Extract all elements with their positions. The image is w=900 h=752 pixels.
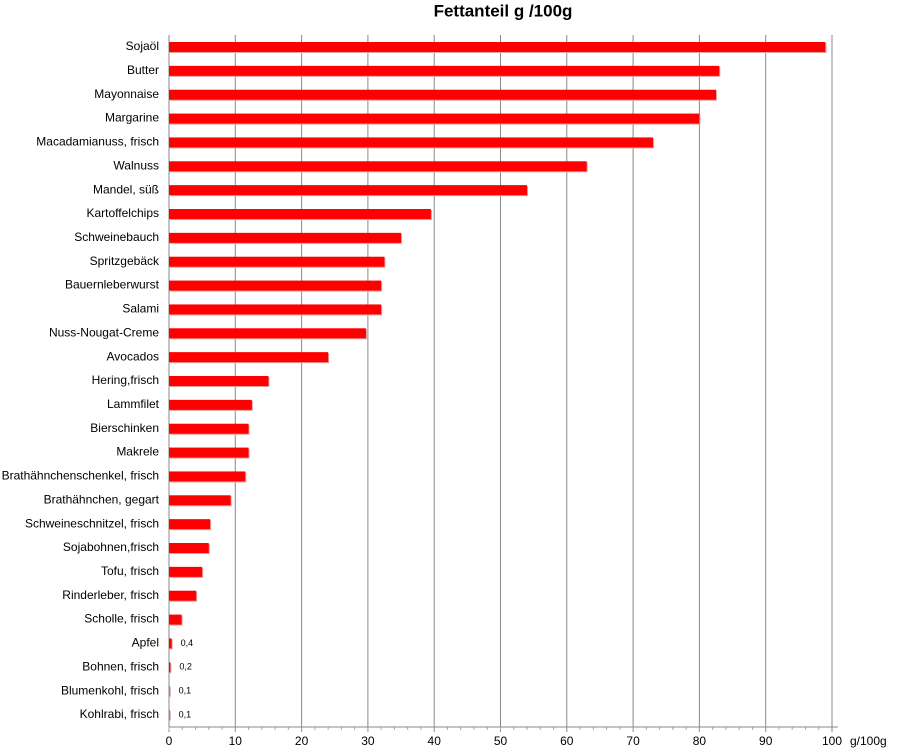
value-label: 0,2 — [179, 662, 192, 672]
y-tick-label: Brathähnchen, gegart — [44, 492, 160, 506]
x-tick-label: 90 — [759, 734, 773, 748]
bar — [169, 209, 431, 219]
bar — [169, 495, 231, 506]
y-tick-label: Spritzgebäck — [90, 254, 160, 268]
y-tick-label: Avocados — [107, 349, 159, 363]
bar — [169, 399, 252, 410]
y-tick-label: Sojaöl — [126, 39, 159, 53]
bar — [169, 256, 385, 267]
y-tick-label: Mandel, süß — [93, 182, 159, 196]
y-tick-label: Makrele — [116, 445, 159, 459]
bar — [169, 65, 720, 76]
bar — [169, 376, 269, 386]
bar — [169, 543, 209, 553]
y-tick-label: Butter — [127, 63, 159, 77]
y-tick-label: Sojabohnen,frisch — [63, 540, 159, 554]
x-axis-label: g/100g — [850, 734, 887, 748]
bar — [169, 638, 172, 649]
y-tick-label: Mayonnaise — [94, 87, 159, 101]
y-tick-label: Margarine — [105, 111, 159, 125]
bar — [169, 113, 700, 124]
x-tick-label: 70 — [626, 734, 640, 748]
x-tick-label: 100 — [822, 734, 842, 748]
bar — [169, 232, 402, 243]
x-tick-label: 80 — [693, 734, 707, 748]
chart-title: Fettanteil g /100g — [434, 1, 573, 20]
x-tick-label: 0 — [166, 734, 173, 748]
bar — [169, 423, 249, 434]
y-tick-label: Scholle, frisch — [84, 612, 159, 626]
bar — [169, 614, 182, 625]
x-tick-label: 20 — [295, 734, 309, 748]
y-tick-label: Kartoffelchips — [87, 206, 160, 220]
bar — [169, 352, 329, 363]
x-tick-label: 60 — [560, 734, 574, 748]
y-tick-label: Salami — [122, 302, 159, 316]
bar — [169, 662, 171, 673]
y-tick-label: Macadamianuss, frisch — [36, 135, 159, 149]
value-label: 0,1 — [179, 709, 192, 719]
bar — [169, 185, 528, 196]
y-tick-label: Bierschinken — [90, 421, 159, 435]
y-tick-label: Schweineschnitzel, frisch — [25, 516, 159, 530]
bar — [169, 137, 653, 148]
bar — [169, 328, 366, 339]
bar — [169, 42, 826, 52]
bar — [169, 89, 716, 100]
bar — [169, 710, 170, 720]
y-tick-label: Rinderleber, frisch — [62, 588, 159, 602]
bar-shadow — [170, 711, 171, 721]
x-tick-label: 30 — [361, 734, 375, 748]
y-tick-label: Schweinebauch — [74, 230, 159, 244]
y-tick-label: Bohnen, frisch — [82, 659, 159, 673]
y-tick-label: Kohlrabi, frisch — [80, 707, 159, 721]
y-tick-label: Brathähnchenschenkel, frisch — [2, 469, 159, 483]
y-tick-label: Tofu, frisch — [101, 564, 159, 578]
bar — [169, 161, 587, 172]
x-tick-label: 40 — [428, 734, 442, 748]
value-label: 0,4 — [181, 638, 194, 648]
bar-shadow — [170, 687, 171, 698]
bar — [169, 686, 170, 697]
y-tick-label: Hering,frisch — [92, 373, 159, 387]
bar — [169, 304, 382, 315]
y-tick-label: Nuss-Nougat-Creme — [49, 325, 159, 339]
x-tick-label: 10 — [229, 734, 243, 748]
y-tick-label: Bauernleberwurst — [65, 278, 160, 292]
bar — [169, 280, 382, 291]
y-tick-label: Walnuss — [113, 158, 159, 172]
bar-shadow — [170, 663, 172, 674]
bar — [169, 566, 203, 577]
y-tick-label: Lammfilet — [107, 397, 160, 411]
value-label: 0,1 — [179, 686, 192, 696]
bar — [169, 519, 211, 530]
y-tick-label: Blumenkohl, frisch — [61, 683, 159, 697]
bar — [169, 447, 249, 458]
x-tick-label: 50 — [494, 734, 508, 748]
bar — [169, 471, 246, 482]
bar — [169, 590, 197, 601]
y-tick-label: Apfel — [132, 636, 159, 650]
